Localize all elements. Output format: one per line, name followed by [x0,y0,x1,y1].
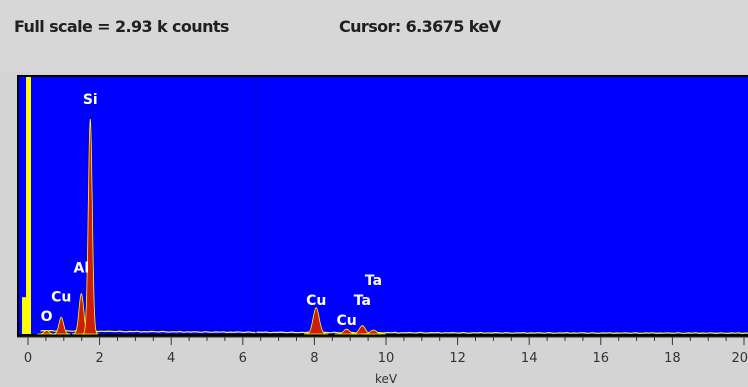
x-tick-label-16: 16 [593,351,610,366]
x-tick-label-14: 14 [521,351,538,366]
peak-label-ta-7: Ta [365,273,382,289]
x-tick-label-2: 2 [95,351,103,366]
peak-cu-1 [52,316,71,335]
header-bar: Full scale = 2.93 k counts Cursor: 6.367… [0,0,748,72]
x-axis-title: keV [375,372,398,386]
x-tick-label-8: 8 [310,351,318,366]
peak-label-al-1: Al [74,261,90,277]
spectrum-layer [22,77,748,335]
peak-label-ta-6: Ta [354,293,371,309]
peak-cu-4 [304,307,329,335]
x-tick-label-20: 20 [731,351,748,366]
peak-label-cu-2: Cu [51,290,71,306]
peak-label-o-3: O [41,309,53,325]
x-tick-label-6: 6 [239,351,247,366]
cursor-readout: Cursor: 6.3675 keV [339,17,501,36]
peak-label-si-0: Si [83,92,98,108]
peak-si-3 [82,119,99,335]
x-tick-label-18: 18 [664,351,681,366]
peak-label-cu-4: Cu [306,293,326,309]
x-tick-label-0: 0 [24,351,32,366]
x-tick-label-4: 4 [167,351,175,366]
full-scale-readout: Full scale = 2.93 k counts [14,17,229,36]
x-axis-ticks: 0 2 4 6 8 10 12 14 16 18 20 [24,337,748,366]
peak-ta-7 [361,329,386,335]
x-tick-label-12: 12 [449,351,466,366]
peak-label-cu-5: Cu [336,313,356,329]
noise-continuum [40,329,748,335]
zero-energy-shoulder [22,297,26,334]
plot-background[interactable] [19,77,748,334]
zero-energy-marker [26,77,31,334]
x-tick-label-10: 10 [378,351,395,366]
